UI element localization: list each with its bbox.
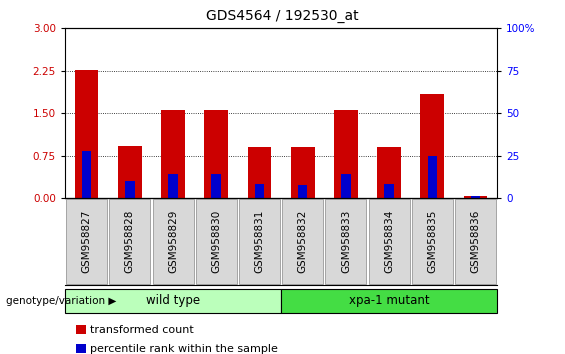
Bar [341,173,351,198]
Bar [168,173,178,198]
Bar [82,151,92,198]
Text: GSM958831: GSM958831 [254,210,264,273]
Text: GSM958832: GSM958832 [298,210,308,273]
Text: GSM958828: GSM958828 [125,210,135,273]
Text: GSM958836: GSM958836 [471,210,481,273]
Bar [377,147,401,198]
Bar [334,110,358,198]
Text: GSM958834: GSM958834 [384,210,394,273]
Text: xpa-1 mutant: xpa-1 mutant [349,295,429,307]
Text: wild type: wild type [146,295,200,307]
Bar [471,196,480,198]
Text: genotype/variation ▶: genotype/variation ▶ [6,296,116,306]
Bar [298,185,307,198]
Text: GSM958835: GSM958835 [427,210,437,273]
Text: percentile rank within the sample: percentile rank within the sample [90,344,278,354]
Bar [255,184,264,198]
Bar [428,156,437,198]
Bar [291,147,315,198]
Text: transformed count: transformed count [90,325,194,335]
Bar [211,173,221,198]
Text: GSM958827: GSM958827 [81,210,92,273]
Bar [464,196,488,198]
Text: GSM958830: GSM958830 [211,210,221,273]
Bar [384,184,394,198]
Text: GSM958833: GSM958833 [341,210,351,273]
Bar [75,70,98,198]
Bar [118,146,142,198]
Bar [247,147,271,198]
Text: GDS4564 / 192530_at: GDS4564 / 192530_at [206,9,359,23]
Bar [205,110,228,198]
Bar [420,94,444,198]
Bar [161,110,185,198]
Text: GSM958829: GSM958829 [168,210,178,273]
Bar [125,181,134,198]
